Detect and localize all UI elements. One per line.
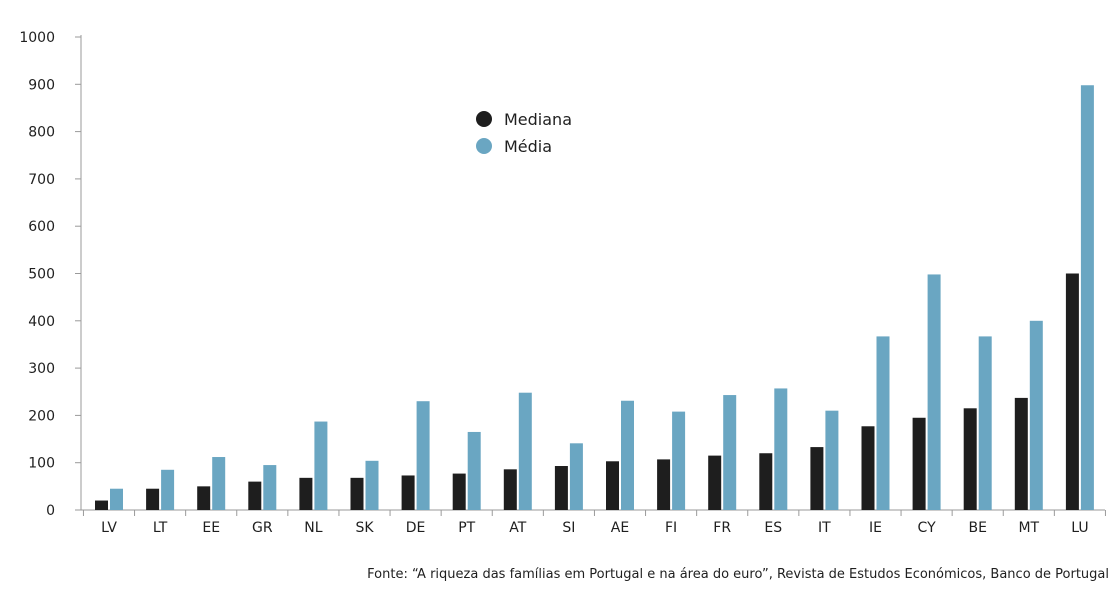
bar-media-pt (467, 431, 481, 510)
source-note: Fonte: “A riqueza das famílias em Portug… (367, 567, 1109, 582)
bar-media-be (978, 336, 992, 510)
bar-media-lu (1080, 85, 1094, 510)
x-tick-label-lv: LV (101, 520, 117, 536)
y-tick-label: 200 (28, 408, 55, 424)
y-tick-label: 0 (46, 503, 55, 519)
bar-media-de (416, 401, 430, 510)
y-axis: 0 100 200 300 400 500 600 700 800 900 1000 (19, 30, 82, 519)
legend-label-media: Média (504, 137, 552, 156)
y-tick-label: 900 (28, 77, 55, 93)
legend-marker-mediana (476, 111, 492, 127)
bar-mediana-si (554, 466, 568, 510)
x-tick-label-nl: NL (304, 520, 322, 536)
x-tick-label-de: DE (406, 520, 426, 536)
bar-media-at (518, 392, 532, 510)
legend-marker-media (476, 138, 492, 154)
x-tick-label-pt: PT (458, 520, 475, 536)
bar-media-si (569, 443, 583, 510)
bar-media-ae (621, 400, 634, 510)
bar-mediana-it (810, 447, 824, 510)
bar-mediana-de (401, 475, 415, 510)
bar-mediana-cy (912, 417, 926, 510)
x-tick-label-gr: GR (252, 520, 273, 536)
bar-media-ee (212, 457, 226, 510)
bar-mediana-fi (657, 459, 671, 510)
x-tick-label-cy: CY (918, 520, 937, 536)
y-tick-label: 100 (28, 456, 55, 472)
bar-mediana-ie (861, 426, 875, 510)
bar-media-fi (672, 411, 686, 510)
x-tick-label-be: BE (968, 520, 986, 536)
bar-media-lt (161, 469, 175, 510)
x-tick-label-lt: LT (153, 520, 168, 536)
bar-mediana-es (759, 453, 773, 510)
x-tick-label-fr: FR (713, 520, 731, 536)
bar-media-lv (110, 488, 123, 510)
bar-mediana-be (963, 408, 977, 510)
x-tick-label-lu: LU (1071, 520, 1088, 536)
x-tick-label-it: IT (818, 520, 831, 536)
bar-media-cy (927, 274, 941, 510)
bar-media-gr (263, 465, 277, 510)
bar-mediana-lt (146, 488, 160, 510)
y-tick-label: 600 (28, 219, 55, 235)
x-tick-label-es: ES (764, 520, 782, 536)
x-tick-label-at: AT (509, 520, 526, 536)
bar-media-mt (1029, 320, 1043, 510)
y-tick-label: 1000 (19, 30, 55, 46)
bar-media-es (774, 388, 788, 510)
x-axis: LV LT EE GR NL SK DE PT AT SI AE FI FR ES IT IE CY BE MT LU (75, 509, 1106, 536)
bar-mediana-lu (1065, 273, 1079, 510)
x-tick-label-fi: FI (665, 520, 677, 536)
bar-mediana-fr (708, 455, 722, 510)
x-tick-label-ie: IE (869, 520, 882, 536)
x-tick-label-sk: SK (355, 520, 374, 536)
bar-media-fr (723, 395, 737, 510)
bar-mediana-pt (452, 473, 466, 510)
bar-media-it (825, 410, 839, 510)
x-tick-label-ae: AE (611, 520, 629, 536)
bars-group (95, 85, 1094, 510)
bar-mediana-mt (1014, 397, 1028, 510)
x-tick-label-mt: MT (1018, 520, 1039, 536)
bar-media-ie (876, 336, 890, 510)
bar-mediana-lv (95, 500, 108, 510)
y-tick-label: 500 (28, 267, 55, 283)
bar-media-nl (314, 421, 328, 510)
y-tick-label: 400 (28, 314, 55, 330)
bar-mediana-sk (350, 477, 364, 510)
y-tick-label: 700 (28, 172, 55, 188)
legend: Mediana Média (476, 110, 572, 156)
bar-mediana-nl (299, 477, 313, 510)
legend-label-mediana: Mediana (504, 110, 572, 129)
bar-media-sk (365, 460, 379, 510)
bar-mediana-ae (606, 461, 619, 510)
x-tick-label-si: SI (562, 520, 575, 536)
bar-mediana-at (503, 469, 517, 510)
bar-mediana-ee (197, 486, 211, 510)
y-tick-label: 300 (28, 361, 55, 377)
bar-mediana-gr (248, 481, 262, 510)
x-tick-label-ee: EE (202, 520, 220, 536)
y-tick-label: 800 (28, 125, 55, 141)
